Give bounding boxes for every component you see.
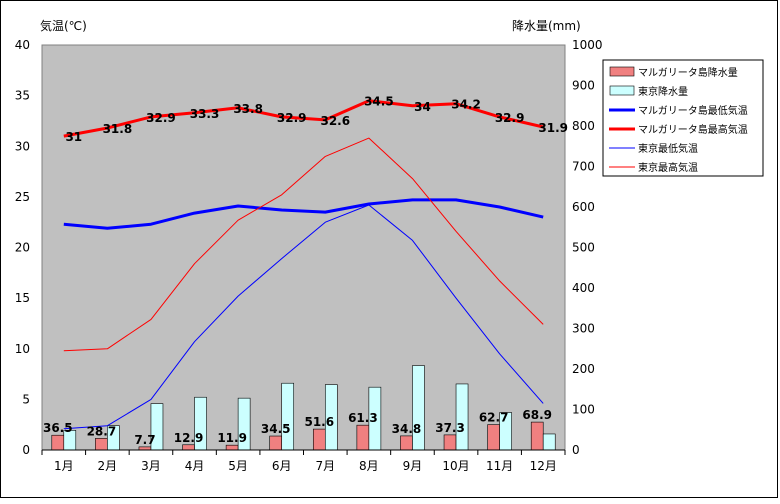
- right-axis-tick-label: 400: [572, 281, 595, 295]
- bar-margarita-precip: [356, 424, 370, 451]
- right-axis-tick-label: 600: [572, 200, 595, 214]
- x-axis-tick-label: 4月: [185, 459, 205, 473]
- left-axis-tick-label: 0: [22, 443, 30, 457]
- legend-label: マルガリータ島最低気温: [638, 104, 748, 117]
- legend-box: [602, 59, 764, 177]
- x-axis-tick-label: 9月: [403, 459, 423, 473]
- max-temp-data-label: 34.2: [451, 98, 481, 112]
- max-temp-data-label: 34.5: [364, 95, 394, 109]
- series-line-4: [63, 137, 544, 352]
- x-axis-tick-label: 7月: [315, 459, 335, 473]
- plot-area: [41, 44, 566, 451]
- max-temp-data-label: 32.9: [146, 111, 176, 125]
- bar-margarita-precip: [487, 424, 500, 451]
- bar-margarita-precip: [225, 444, 239, 451]
- max-temp-data-label: 32.6: [320, 114, 350, 128]
- legend: マルガリータ島降水量東京降水量マルガリータ島最低気温マルガリータ島最高気温東京最…: [602, 59, 764, 177]
- right-axis-tick-label: 800: [572, 119, 595, 133]
- bar-margarita-precip: [182, 444, 195, 451]
- left-axis-tick-label: 5: [22, 392, 30, 406]
- precip-data-label: 62.7: [479, 411, 509, 425]
- right-axis-tick-label: 100: [572, 403, 595, 417]
- right-axis-tick-label: 200: [572, 362, 595, 376]
- bar-margarita-precip: [443, 434, 457, 451]
- left-axis-tick-label: 10: [15, 342, 30, 356]
- series-line-2: [63, 99, 544, 138]
- x-axis-tick-label: 6月: [272, 459, 292, 473]
- right-axis-tick-label: 700: [572, 160, 595, 174]
- x-axis-tick-label: 2月: [98, 459, 118, 473]
- right-axis-tick-label: 1000: [572, 38, 603, 52]
- x-axis-tick-label: 11月: [486, 459, 513, 473]
- left-axis-title: 気温(℃): [40, 18, 87, 33]
- legend-label: 東京最高気温: [638, 161, 698, 174]
- max-temp-data-label: 34: [414, 100, 431, 114]
- max-temp-data-label: 31: [65, 130, 82, 144]
- series-line-1: [63, 198, 544, 230]
- precip-data-label: 11.9: [217, 431, 247, 445]
- left-axis-tick-label: 30: [15, 139, 30, 153]
- left-axis-tick-label: 35: [15, 89, 30, 103]
- left-axis-tick-label: 15: [15, 291, 30, 305]
- bar-tokyo-precip: [412, 365, 425, 451]
- x-axis-tick-label: 1月: [54, 459, 74, 473]
- right-axis-tick-label: 0: [572, 443, 580, 457]
- precip-data-label: 12.9: [174, 431, 204, 445]
- bar-margarita-precip: [269, 435, 283, 451]
- x-axis-tick-label: 5月: [228, 459, 248, 473]
- precip-data-label: 61.3: [348, 411, 378, 425]
- right-axis-tick-label: 500: [572, 241, 595, 255]
- precip-data-label: 51.6: [304, 415, 334, 429]
- max-temp-data-label: 32.9: [495, 111, 525, 125]
- bar-tokyo-precip: [455, 383, 469, 451]
- precip-data-label: 34.8: [392, 422, 422, 436]
- legend-label: 東京最低気温: [638, 142, 698, 155]
- max-temp-data-label: 31.9: [538, 121, 568, 135]
- bar-margarita-precip: [95, 438, 108, 451]
- precip-data-label: 36.5: [43, 421, 73, 435]
- bar-margarita-precip: [400, 435, 413, 451]
- bar-tokyo-precip: [281, 382, 295, 451]
- legend-swatch: [609, 85, 635, 96]
- line-layer: [63, 99, 544, 430]
- x-axis-tick-label: 12月: [530, 459, 557, 473]
- max-temp-data-label: 31.8: [103, 122, 133, 136]
- left-axis-tick-label: 20: [15, 241, 30, 255]
- data-label-layer: 36.5 28.7 7.7 12.9 11.9 34.5 51.6 61.3 34.8 37.3 6…: [43, 95, 568, 447]
- x-axis-tick-label: 8月: [359, 459, 379, 473]
- precip-data-label: 34.5: [261, 422, 291, 436]
- axis-tick-layer: 0510152025303540010020030040050060070080…: [15, 38, 603, 473]
- right-axis-tick-label: 300: [572, 322, 595, 336]
- left-axis-tick-label: 25: [15, 190, 30, 204]
- legend-label: 東京降水量: [638, 85, 688, 98]
- bar-margarita-precip: [312, 428, 326, 451]
- precip-data-label: 28.7: [87, 424, 117, 438]
- x-axis-tick-label: 3月: [141, 459, 161, 473]
- x-axis-tick-label: 10月: [442, 459, 469, 473]
- max-temp-data-label: 32.9: [277, 111, 307, 125]
- bar-tokyo-precip: [542, 433, 556, 451]
- precip-data-label: 68.9: [522, 408, 552, 422]
- right-axis-title: 降水量(mm): [512, 19, 581, 33]
- bar-margarita-precip: [530, 421, 544, 451]
- legend-label: マルガリータ島最高気温: [638, 123, 748, 136]
- max-temp-data-label: 33.3: [190, 107, 220, 121]
- legend-label: マルガリータ島降水量: [638, 66, 738, 79]
- legend-swatch: [609, 66, 635, 77]
- series-line-3: [63, 204, 544, 430]
- precip-data-label: 37.3: [435, 421, 465, 435]
- max-temp-data-label: 33.8: [233, 102, 263, 116]
- right-axis-tick-label: 900: [572, 79, 595, 93]
- left-axis-tick-label: 40: [15, 38, 30, 52]
- bar-margarita-precip: [51, 434, 65, 451]
- precip-data-label: 7.7: [134, 433, 155, 447]
